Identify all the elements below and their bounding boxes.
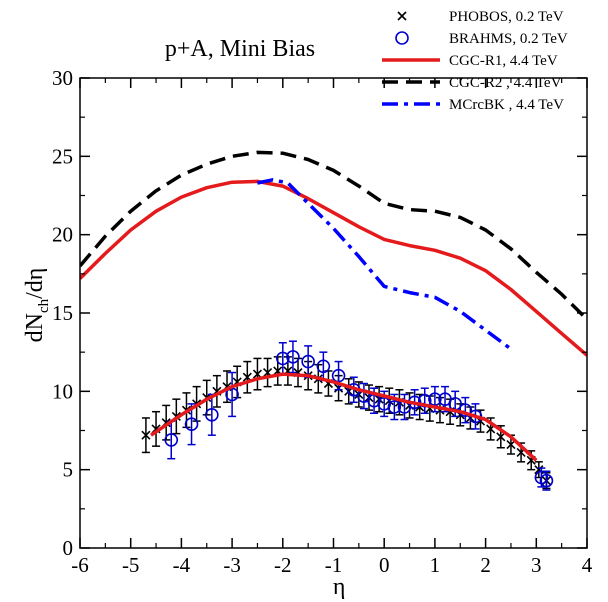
x-tick-label: -4	[173, 553, 191, 577]
x-tick-label: -1	[325, 553, 343, 577]
x-tick-label: 4	[582, 553, 593, 577]
plot-area	[80, 150, 587, 491]
circle-marker	[377, 397, 392, 411]
x-marker	[496, 432, 506, 442]
data-point	[323, 370, 333, 397]
data-point	[161, 404, 171, 441]
circle-marker	[428, 392, 442, 406]
plot-frame	[79, 77, 588, 549]
circle-marker	[275, 351, 290, 366]
data-point	[225, 371, 239, 418]
legend-label: MCrcBK , 4.4 TeV	[449, 97, 564, 113]
legend-entry: CGC-R2 , 4.4 TeV	[382, 75, 562, 91]
circle-marker	[387, 400, 402, 414]
chart-title: p+A, Mini Bias	[165, 36, 315, 62]
legend-x-marker	[397, 11, 407, 21]
data-point	[539, 470, 554, 491]
x-tick-label: 0	[379, 553, 390, 577]
axes-layer: -6 -5 -4 -3 -2 -1 0 1 2 3 4 0 5 10 15 20 25 30	[52, 66, 593, 577]
y-tick-label: 20	[52, 223, 73, 247]
data-point	[263, 357, 273, 388]
x-tick-label: -5	[122, 553, 140, 577]
x-tick-label: -6	[71, 553, 89, 577]
legend-label: PHOBOS, 0.2 TeV	[449, 9, 564, 25]
data-point	[184, 403, 199, 446]
legend-circle-marker	[395, 31, 409, 45]
circle-marker	[205, 408, 219, 422]
y-axis-label-tail: /dη	[22, 268, 48, 299]
data-point	[496, 425, 506, 449]
data-point	[242, 360, 252, 394]
data-point	[286, 340, 300, 374]
y-axis-label-sub: ch	[36, 298, 52, 313]
series-line-2	[80, 179, 587, 357]
circle-marker	[539, 473, 554, 488]
legend-label: BRAHMS, 0.2 TeV	[449, 31, 568, 47]
series-line-3	[80, 150, 587, 321]
series-line-5	[150, 372, 538, 462]
x-tick-label: 2	[480, 553, 491, 577]
legend-layer: PHOBOS, 0.2 TeV BRAHMS, 0.2 TeV CGC-R1, 4.…	[382, 9, 568, 113]
x-tick-label: -3	[223, 553, 241, 577]
legend-label: CGC-R2 , 4.4 TeV	[449, 75, 562, 91]
circle-marker	[316, 359, 331, 374]
y-tick-label: 0	[63, 536, 74, 560]
data-point	[164, 420, 179, 460]
circle-marker	[286, 350, 300, 364]
legend-entry: BRAHMS, 0.2 TeV	[395, 31, 568, 47]
series-line-4	[257, 178, 512, 351]
y-tick-label: 15	[52, 301, 73, 325]
circle-marker	[301, 354, 315, 369]
x-tick-label: 1	[430, 553, 441, 577]
y-tick-label: 10	[52, 379, 73, 403]
y-axis-label: dNch/dη	[22, 268, 52, 343]
data-point	[205, 393, 219, 436]
circle-marker	[164, 433, 179, 447]
plot-layer	[80, 150, 587, 491]
y-axis-label-main: dN	[22, 313, 48, 342]
data-point	[141, 417, 151, 454]
legend-label: CGC-R1, 4.4 TeV	[449, 53, 558, 69]
x-axis-label: η	[333, 574, 346, 600]
y-tick-label: 30	[52, 66, 73, 90]
x-tick-label: 3	[531, 553, 542, 577]
x-tick-label: -2	[274, 553, 292, 577]
data-point	[316, 351, 331, 382]
legend-entry: CGC-R1, 4.4 TeV	[382, 53, 558, 69]
data-point	[425, 395, 435, 422]
x-marker	[506, 440, 516, 450]
circle-marker	[184, 417, 199, 432]
legend-entry: PHOBOS, 0.2 TeV	[397, 9, 564, 25]
legend-entry: MCrcBK , 4.4 TeV	[382, 97, 564, 113]
data-point	[252, 357, 263, 391]
x-marker	[141, 430, 151, 440]
y-tick-label: 5	[63, 458, 74, 482]
y-tick-label: 25	[52, 144, 73, 168]
